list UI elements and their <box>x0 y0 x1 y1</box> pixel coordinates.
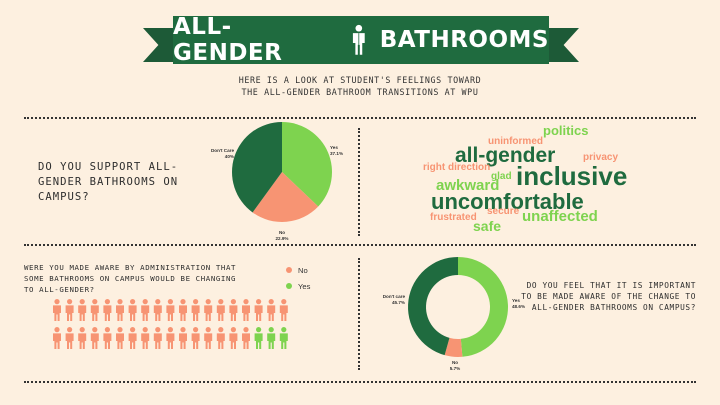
person-icon-no <box>103 299 112 321</box>
legend-label-no: No <box>298 265 308 275</box>
person-icon-yes <box>279 327 288 349</box>
person-icon-no <box>90 299 99 321</box>
pie-label-yes: Yes 37.1% <box>330 145 343 156</box>
person-icon-no <box>191 299 200 321</box>
person-icon-no <box>128 299 137 321</box>
donut-slice-don-t-care <box>407 257 458 356</box>
word-inclusive: inclusive <box>516 161 628 191</box>
title-banner: ALL-GENDER BATHROOMS <box>143 14 579 66</box>
person-icon-no <box>141 327 150 349</box>
word-frustrated: frustrated <box>430 212 477 223</box>
divider-middle <box>24 244 696 246</box>
question-important: DO YOU FEEL THAT IT IS IMPORTANT TO BE M… <box>521 281 696 312</box>
person-icon-no <box>229 299 238 321</box>
legend-item-yes: Yes <box>286 278 310 294</box>
person-icon-no <box>267 299 276 321</box>
word-uncomfortable: uncomfortable <box>431 189 584 214</box>
legend-label-yes: Yes <box>298 281 311 291</box>
subtitle-line-1: HERE IS A LOOK AT STUDENT'S FEELINGS TOW… <box>238 75 482 85</box>
donut-label-no: No 5.7% <box>450 360 460 371</box>
person-icon-yes <box>254 327 263 349</box>
pie-label-no: No 22.9% <box>275 230 288 241</box>
question-support: DO YOU SUPPORT ALL-GENDER BATHROOMS ON C… <box>38 161 179 203</box>
person-icon-no <box>242 299 250 321</box>
person-icon-no <box>90 327 99 349</box>
person-icon-no <box>65 327 74 349</box>
person-icon-no <box>216 327 225 349</box>
person-icon-no <box>65 299 74 321</box>
person-icon-no <box>254 299 263 321</box>
person-icon-no <box>53 299 61 321</box>
person-icon-no <box>53 327 61 349</box>
pictograph-legend: No Yes <box>286 262 310 294</box>
pie-label-don-t-care: Don't Care 40% <box>211 148 234 159</box>
word-uninformed: uninformed <box>488 136 543 147</box>
person-icon-no <box>279 299 288 321</box>
word-unaffected: unaffected <box>522 208 598 225</box>
divider-top <box>24 117 696 119</box>
question-aware: WERE YOU MADE AWARE BY ADMINISTRATION TH… <box>24 263 237 294</box>
divider-vertical-bottom <box>358 258 360 370</box>
word-privacy: privacy <box>583 152 619 163</box>
person-icon-no <box>153 299 162 321</box>
person-icon-no <box>141 299 150 321</box>
word-safe: safe <box>473 218 502 234</box>
donut-slice-no <box>444 337 463 357</box>
word-awkward: awkward <box>436 177 500 194</box>
word-politics: politics <box>543 123 589 138</box>
person-icon-no <box>229 327 238 349</box>
title-left: ALL-GENDER <box>173 14 283 66</box>
person-icon-no <box>179 299 187 321</box>
legend-dot-yes <box>286 283 292 289</box>
person-icon-no <box>153 327 162 349</box>
person-icon-no <box>166 299 175 321</box>
word-right-direction: right direction <box>423 162 491 173</box>
person-icon-no <box>242 327 250 349</box>
word-secure: secure <box>487 206 520 217</box>
donut-label-don-t-care: Don't care 45.7% <box>383 294 406 305</box>
person-icon-no <box>166 327 175 349</box>
word-glad: glad <box>491 171 512 182</box>
title-right: BATHROOMS <box>379 27 549 53</box>
pie-slice-no <box>252 172 319 222</box>
person-icon-no <box>78 327 87 349</box>
word-all-gender: all-gender <box>455 144 556 167</box>
person-icon-no <box>204 299 213 321</box>
donut-slice-yes <box>458 257 508 357</box>
person-icon-no <box>116 327 124 349</box>
person-icon-no <box>179 327 187 349</box>
legend-item-no: No <box>286 262 310 278</box>
person-icon-no <box>78 299 87 321</box>
restroom-figure-icon <box>353 24 365 55</box>
subtitle-line-2: THE ALL-GENDER BATHROOM TRANSITIONS AT W… <box>241 87 479 97</box>
pie-slice-don-t-care <box>232 122 282 213</box>
person-icon-no <box>103 327 112 349</box>
person-icon-no <box>204 327 213 349</box>
person-icon-no <box>116 299 124 321</box>
person-icon-no <box>191 327 200 349</box>
banner-main: ALL-GENDER BATHROOMS <box>173 14 549 66</box>
person-icon-no <box>216 299 225 321</box>
pie-slice-yes <box>282 122 333 207</box>
legend-dot-no <box>286 267 292 273</box>
person-icon-yes <box>267 327 276 349</box>
divider-vertical-top <box>358 128 360 236</box>
divider-bottom <box>24 381 696 383</box>
person-icon-no <box>128 327 137 349</box>
donut-label-yes: Yes 48.6% <box>512 298 525 309</box>
subtitle: HERE IS A LOOK AT STUDENT'S FEELINGS TOW… <box>0 74 720 98</box>
